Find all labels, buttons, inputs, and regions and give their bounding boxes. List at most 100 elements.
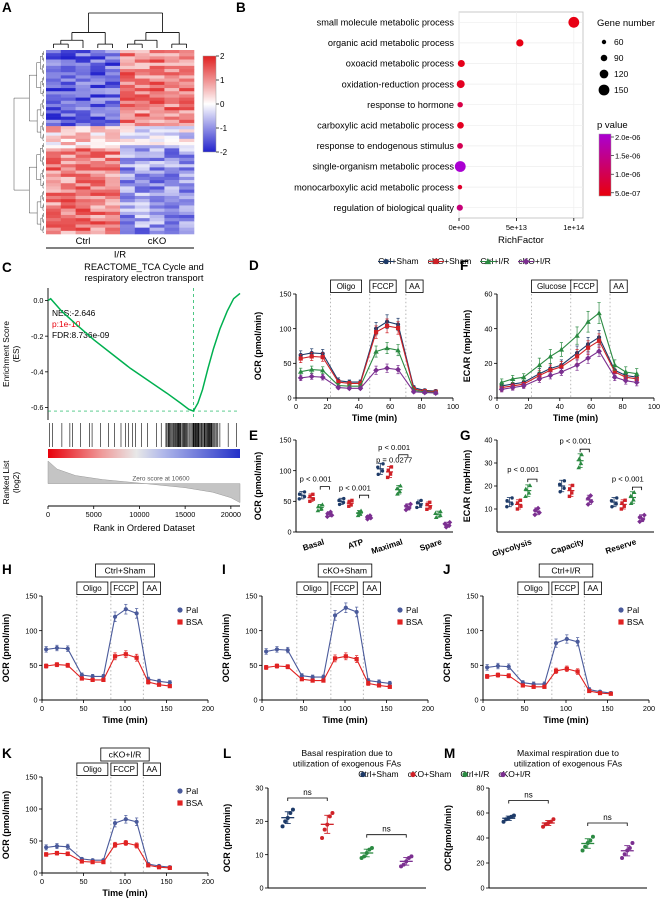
svg-text:0: 0 bbox=[33, 869, 37, 878]
svg-text:100: 100 bbox=[119, 877, 131, 886]
svg-text:0: 0 bbox=[287, 528, 291, 537]
svg-text:150: 150 bbox=[25, 773, 37, 782]
svg-text:150: 150 bbox=[160, 704, 172, 713]
legend-marker-cko_ir-icon bbox=[500, 771, 506, 777]
panel-E-ocr-scatter: 0 50 100 150 OCR (pmol/min) Basal ATP Maximal Sp… bbox=[253, 436, 453, 556]
svg-text:OCR (pmol/min): OCR (pmol/min) bbox=[442, 614, 452, 683]
legend-item-ctrl_sham: Ctrl+Sham bbox=[358, 769, 398, 779]
legend-marker-cko_sham-icon bbox=[427, 258, 444, 264]
svg-text:OCR (pmol/min): OCR (pmol/min) bbox=[222, 804, 232, 873]
svg-text:Time (min): Time (min) bbox=[322, 715, 367, 725]
svg-text:50: 50 bbox=[29, 661, 37, 670]
svg-text:ns: ns bbox=[524, 791, 532, 800]
svg-text:5000: 5000 bbox=[86, 510, 102, 519]
svg-text:Zero score at 10600: Zero score at 10600 bbox=[132, 476, 190, 483]
svg-text:BSA: BSA bbox=[186, 798, 203, 808]
svg-text:AA: AA bbox=[147, 584, 158, 593]
svg-text:20000: 20000 bbox=[221, 510, 241, 519]
svg-text:40: 40 bbox=[355, 402, 363, 411]
legend-item-cko_sham: cKO+Sham bbox=[427, 256, 471, 266]
svg-text:20: 20 bbox=[484, 482, 492, 491]
svg-text:0: 0 bbox=[294, 402, 298, 411]
svg-text:OCR (pmol/min): OCR (pmol/min) bbox=[1, 791, 11, 860]
svg-text:-1: -1 bbox=[220, 124, 228, 133]
svg-text:100: 100 bbox=[560, 704, 572, 713]
svg-text:ns: ns bbox=[382, 825, 390, 834]
svg-text:Time (min): Time (min) bbox=[553, 413, 598, 423]
svg-text:OCR (pmol/min): OCR (pmol/min) bbox=[253, 312, 263, 381]
panel-D-ocr-linechart: Oligo FCCP AA 0 20 40 60 80 100 0 50 100 150 Time (mi… bbox=[253, 279, 459, 423]
svg-text:60: 60 bbox=[614, 37, 624, 47]
svg-text:p < 0.001: p < 0.001 bbox=[507, 465, 539, 474]
svg-text:response to endogenous stimulu: response to endogenous stimulus bbox=[317, 141, 455, 151]
svg-text:FDR:8.736e-09: FDR:8.736e-09 bbox=[52, 330, 110, 340]
svg-text:0: 0 bbox=[40, 704, 44, 713]
svg-text:cKO+Sham: cKO+Sham bbox=[323, 566, 367, 576]
svg-text:-0.6: -0.6 bbox=[31, 403, 44, 412]
legend-marker-ctrl_ir-icon bbox=[480, 257, 497, 264]
svg-text:0: 0 bbox=[488, 394, 492, 403]
legend-label: cKO+I/R bbox=[498, 769, 531, 779]
legend-item-ctrl_ir: Ctrl+I/R bbox=[460, 769, 489, 779]
svg-text:1: 1 bbox=[220, 76, 225, 85]
svg-text:50: 50 bbox=[283, 497, 291, 506]
svg-text:150: 150 bbox=[279, 436, 291, 445]
svg-text:FCCP: FCCP bbox=[573, 282, 595, 291]
svg-text:FCCP: FCCP bbox=[113, 584, 135, 593]
panel-B-go-dotplot: small molecule metabolic process organic … bbox=[294, 11, 655, 246]
svg-text:-2: -2 bbox=[220, 148, 228, 157]
svg-text:80: 80 bbox=[418, 402, 426, 411]
svg-text:0: 0 bbox=[46, 510, 50, 519]
svg-text:Oligo: Oligo bbox=[303, 584, 322, 593]
svg-text:cKO: cKO bbox=[148, 236, 166, 247]
svg-text:oxoacid metabolic process: oxoacid metabolic process bbox=[346, 59, 455, 69]
svg-text:-0.2: -0.2 bbox=[31, 332, 44, 341]
svg-text:Pal: Pal bbox=[627, 605, 639, 615]
svg-text:Time (min): Time (min) bbox=[102, 888, 147, 898]
svg-text:FCCP: FCCP bbox=[113, 765, 135, 774]
svg-text:100: 100 bbox=[279, 324, 291, 333]
svg-text:REACTOME_TCA Cycle and: REACTOME_TCA Cycle and bbox=[84, 262, 204, 272]
svg-text:Maximal: Maximal bbox=[370, 537, 404, 556]
svg-text:organic acid metabolic process: organic acid metabolic process bbox=[328, 38, 455, 48]
svg-text:0: 0 bbox=[253, 696, 257, 705]
panel-label-H: H bbox=[2, 562, 12, 577]
svg-text:FCCP: FCCP bbox=[372, 282, 394, 291]
svg-text:30: 30 bbox=[255, 784, 263, 793]
svg-text:Glucose: Glucose bbox=[537, 282, 567, 291]
svg-text:AA: AA bbox=[409, 282, 420, 291]
svg-text:OCR (pmol/min): OCR (pmol/min) bbox=[253, 452, 263, 521]
svg-text:OCR(pmol/min): OCR(pmol/min) bbox=[443, 805, 453, 871]
svg-text:Pal: Pal bbox=[186, 786, 198, 796]
svg-text:AA: AA bbox=[588, 584, 599, 593]
svg-text:I/R: I/R bbox=[114, 250, 126, 261]
panel-A-heatmap: 2 1 0 -1 -2 Ctrl cKO I/R bbox=[13, 12, 228, 261]
panel-J-ctrl-ir-linechart: Ctrl+I/R Oligo FCCP AA 0 50 100 150 200 0 50 100 150… bbox=[442, 563, 655, 725]
svg-text:Oligo: Oligo bbox=[83, 765, 102, 774]
legend-label: Ctrl+I/R bbox=[460, 769, 490, 779]
svg-text:ns: ns bbox=[603, 813, 611, 822]
svg-text:AA: AA bbox=[613, 282, 624, 291]
svg-text:0: 0 bbox=[33, 696, 37, 705]
svg-text:p:1e-10: p:1e-10 bbox=[52, 319, 81, 329]
svg-text:10000: 10000 bbox=[129, 510, 149, 519]
svg-text:0: 0 bbox=[495, 402, 499, 411]
svg-text:50: 50 bbox=[520, 704, 528, 713]
panel-label-J: J bbox=[443, 562, 451, 577]
svg-text:Reserve: Reserve bbox=[604, 537, 638, 556]
svg-text:BSA: BSA bbox=[406, 617, 423, 627]
svg-text:FCCP: FCCP bbox=[554, 584, 576, 593]
svg-text:BSA: BSA bbox=[627, 617, 644, 627]
svg-text:200: 200 bbox=[202, 877, 214, 886]
legend-marker-ctrl_ir-icon bbox=[462, 771, 468, 777]
svg-text:80: 80 bbox=[619, 402, 627, 411]
svg-text:p < 0.001: p < 0.001 bbox=[339, 483, 371, 492]
legend-label: Ctrl+Sham bbox=[358, 769, 399, 779]
svg-text:150: 150 bbox=[160, 877, 172, 886]
svg-text:40: 40 bbox=[476, 834, 484, 843]
svg-text:cKO+I/R: cKO+I/R bbox=[109, 750, 142, 760]
svg-text:utilization of exogenous FAs: utilization of exogenous FAs bbox=[293, 759, 402, 769]
